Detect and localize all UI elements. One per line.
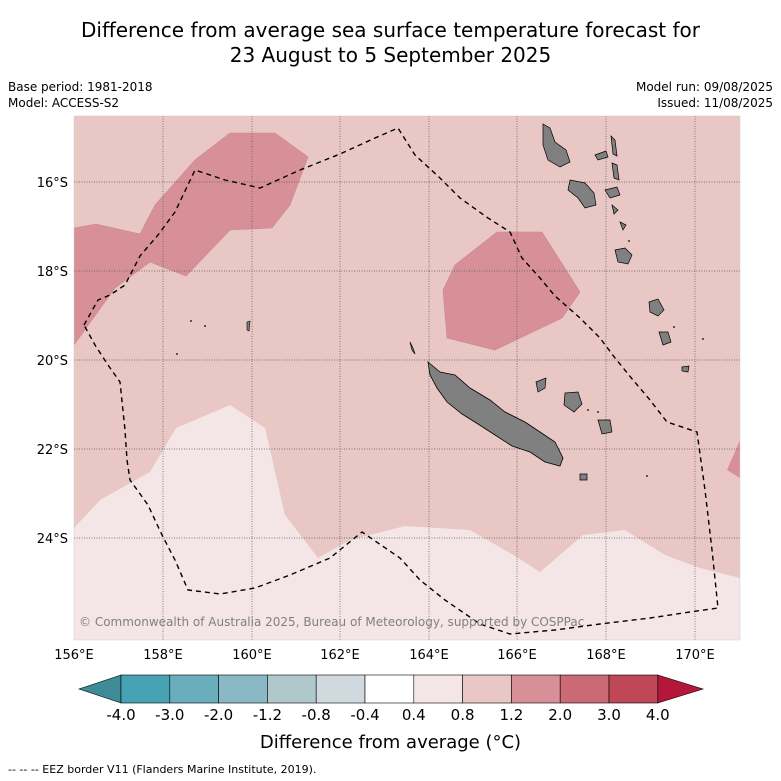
colorbar-cell <box>462 674 512 704</box>
colorbar-cell <box>364 674 415 704</box>
lon-label: 158°E <box>143 648 183 663</box>
copyright-notice: © Commonwealth of Australia 2025, Bureau… <box>79 615 584 629</box>
lat-label: 18°S <box>37 265 68 280</box>
lat-label: 22°S <box>37 443 68 458</box>
colorbar-tick-label: 1.2 <box>499 706 523 724</box>
malekula-land <box>567 179 597 209</box>
reef-dot-6 <box>587 409 589 411</box>
new-caledonia-land <box>427 361 564 467</box>
eez-legend-note: -- -- -- EEZ border V11 (Flanders Marine… <box>8 763 317 776</box>
reef-dot-3 <box>176 353 178 355</box>
aneityum-land <box>681 365 690 373</box>
anomaly-band-warm-central <box>442 231 581 351</box>
lifou-land <box>563 391 583 413</box>
title-line-1: Difference from average sea surface temp… <box>80 18 700 42</box>
colorbar-tick-label: -2.0 <box>204 706 233 724</box>
lon-label: 170°E <box>675 648 715 663</box>
lon-label: 156°E <box>54 648 94 663</box>
reef-dot-4 <box>673 326 675 328</box>
erromango-land <box>648 298 665 317</box>
anomaly-band-light <box>74 405 740 640</box>
epi-land <box>611 204 619 215</box>
lon-label: 160°E <box>232 648 272 663</box>
colorbar-cell <box>120 674 171 704</box>
colorbar-cell <box>169 674 219 704</box>
colorbar-cell <box>559 674 610 704</box>
colorbar-tick-label: -3.0 <box>155 706 184 724</box>
colorbar-tick-label: -0.4 <box>350 706 379 724</box>
colorbar: -4.0 -3.0 -2.0 -1.2 -0.8 -0.4 0.4 0.8 1.2 2.0 3.0 4… <box>78 674 705 724</box>
isle-of-pines-land <box>579 473 588 481</box>
colorbar-tick-label: 4.0 <box>646 706 670 724</box>
anomaly-band-warm-east <box>727 440 740 478</box>
map-frame <box>73 115 741 641</box>
meta-right: Model run: 09/08/2025 Issued: 11/08/2025 <box>636 79 773 111</box>
lon-label: 166°E <box>497 648 537 663</box>
model-name: Model: ACCESS-S2 <box>8 96 120 110</box>
colorbar-tick-label: -0.8 <box>302 706 331 724</box>
colorbar-cell <box>267 674 317 704</box>
colorbar-tick-label: 0.8 <box>451 706 475 724</box>
reef-dot-1 <box>190 320 192 322</box>
colorbar-tick-label: -1.2 <box>253 706 282 724</box>
lat-label: 20°S <box>37 354 68 369</box>
eez-border <box>83 127 719 635</box>
colorbar-cell <box>218 674 268 704</box>
pentecost-land <box>611 162 620 181</box>
colorbar-tick-label: 2.0 <box>548 706 572 724</box>
espiritu-santo-land <box>542 123 571 168</box>
belep-land <box>409 341 416 355</box>
anomaly-band-warm-west <box>74 132 309 346</box>
meta-left: Base period: 1981-2018 Model: ACCESS-S2 <box>8 79 153 111</box>
colorbar-tick-label: -4.0 <box>106 706 135 724</box>
map-area: © Commonwealth of Australia 2025, Bureau… <box>74 116 740 640</box>
shepherd-islands-land <box>619 221 627 231</box>
reef-dot-7 <box>597 411 599 413</box>
efate-land <box>614 247 633 265</box>
lat-label: 16°S <box>37 176 68 191</box>
chesterfield-islet <box>246 320 251 332</box>
map-title: Difference from average sea surface temp… <box>0 18 781 68</box>
reef-dot-5 <box>702 338 704 340</box>
lat-label: 24°S <box>37 532 68 547</box>
colorbar-tick-label: 3.0 <box>597 706 621 724</box>
maewo-land <box>610 135 618 157</box>
tanna-land <box>658 331 672 346</box>
colorbar-cell <box>511 674 561 704</box>
reef-dot-9 <box>628 240 630 242</box>
lon-label: 162°E <box>320 648 360 663</box>
reef-dot-2 <box>204 325 206 327</box>
colorbar-extend-low <box>78 674 122 704</box>
colorbar-cell <box>608 674 659 704</box>
colorbar-cell <box>315 674 366 704</box>
ambrym-land <box>604 186 621 199</box>
ambae-land <box>594 150 609 161</box>
issued-date: Issued: 11/08/2025 <box>657 96 773 110</box>
base-period: Base period: 1981-2018 <box>8 80 153 94</box>
colorbar-title: Difference from average (°C) <box>259 732 522 753</box>
graticule <box>74 116 740 640</box>
lon-label: 168°E <box>586 648 626 663</box>
model-run: Model run: 09/08/2025 <box>635 80 773 94</box>
title-line-2: 23 August to 5 September 2025 <box>229 43 552 67</box>
lon-label: 164°E <box>409 648 449 663</box>
colorbar-extend-high <box>657 674 705 704</box>
ouvea-land <box>535 377 547 393</box>
colorbar-cell <box>413 674 463 704</box>
mare-land <box>597 419 613 435</box>
reef-dot-8 <box>646 475 648 477</box>
colorbar-tick-label: 0.4 <box>402 706 426 724</box>
